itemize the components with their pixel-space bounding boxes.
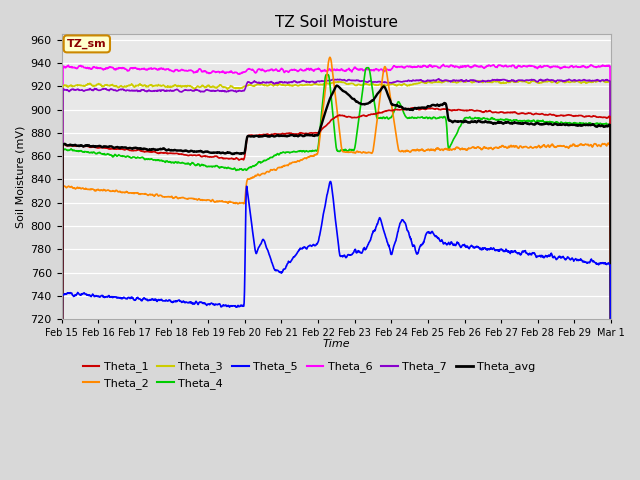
Theta_1 — [100, 144, 108, 150]
Line: Theta_7: Theta_7 — [61, 79, 611, 480]
Line: Theta_2: Theta_2 — [61, 57, 611, 480]
Theta_2 — [100, 187, 108, 193]
Theta_7 — [100, 86, 108, 92]
Line: Theta_5: Theta_5 — [61, 181, 611, 480]
Theta_3 — [371, 82, 378, 88]
Theta_1 — [123, 146, 131, 152]
Theta_5 — [302, 246, 310, 252]
Theta_6 — [312, 67, 320, 72]
Theta_4 — [291, 149, 298, 155]
Theta_6 — [302, 66, 310, 72]
Theta_avg — [123, 145, 131, 151]
Theta_2 — [371, 136, 378, 142]
Theta_3 — [312, 81, 320, 87]
Theta_3 — [100, 84, 108, 89]
Theta_4 — [312, 147, 320, 153]
Theta_avg — [333, 83, 340, 88]
Theta_1 — [312, 130, 320, 136]
Theta_avg — [371, 95, 378, 101]
Theta_6 — [607, 472, 615, 478]
X-axis label: Time: Time — [323, 339, 350, 349]
Theta_5 — [312, 242, 320, 248]
Theta_avg — [291, 133, 298, 139]
Theta_7 — [312, 79, 320, 85]
Y-axis label: Soil Moisture (mV): Soil Moisture (mV) — [15, 125, 25, 228]
Theta_1 — [291, 132, 298, 137]
Text: TZ_sm: TZ_sm — [67, 39, 107, 49]
Theta_6 — [440, 61, 447, 67]
Theta_2 — [326, 54, 333, 60]
Line: Theta_4: Theta_4 — [61, 68, 611, 480]
Theta_5 — [291, 254, 298, 260]
Theta_6 — [371, 68, 378, 73]
Theta_3 — [123, 84, 131, 89]
Theta_avg — [607, 467, 615, 472]
Theta_4 — [123, 154, 131, 159]
Theta_3 — [291, 82, 298, 88]
Title: TZ Soil Moisture: TZ Soil Moisture — [275, 15, 398, 30]
Theta_1 — [371, 111, 378, 117]
Theta_1 — [302, 131, 310, 136]
Theta_3 — [598, 78, 606, 84]
Line: Theta_avg: Theta_avg — [61, 85, 611, 480]
Theta_6 — [291, 67, 298, 73]
Theta_2 — [302, 156, 310, 161]
Theta_7 — [302, 79, 310, 85]
Theta_avg — [302, 132, 310, 138]
Theta_2 — [123, 189, 131, 194]
Theta_4 — [364, 65, 372, 71]
Theta_6 — [100, 66, 108, 72]
Theta_5 — [123, 296, 131, 301]
Theta_2 — [291, 159, 298, 165]
Theta_1 — [410, 105, 417, 111]
Theta_5 — [100, 294, 108, 300]
Theta_7 — [291, 78, 298, 84]
Theta_3 — [302, 82, 310, 88]
Theta_7 — [123, 87, 131, 93]
Line: Theta_3: Theta_3 — [61, 81, 611, 480]
Line: Theta_6: Theta_6 — [61, 64, 611, 480]
Theta_6 — [123, 67, 131, 72]
Theta_avg — [312, 132, 320, 138]
Legend: Theta_1, Theta_2, Theta_3, Theta_4, Theta_5, Theta_6, Theta_7, Theta_avg: Theta_1, Theta_2, Theta_3, Theta_4, Thet… — [78, 357, 540, 393]
Theta_7 — [371, 79, 378, 85]
Theta_2 — [312, 152, 320, 157]
Theta_avg — [100, 144, 108, 149]
Theta_4 — [302, 148, 310, 154]
Theta_7 — [435, 76, 443, 82]
Theta_4 — [371, 101, 378, 107]
Theta_4 — [100, 152, 108, 157]
Line: Theta_1: Theta_1 — [61, 108, 611, 480]
Theta_5 — [326, 179, 334, 184]
Theta_5 — [371, 227, 378, 233]
